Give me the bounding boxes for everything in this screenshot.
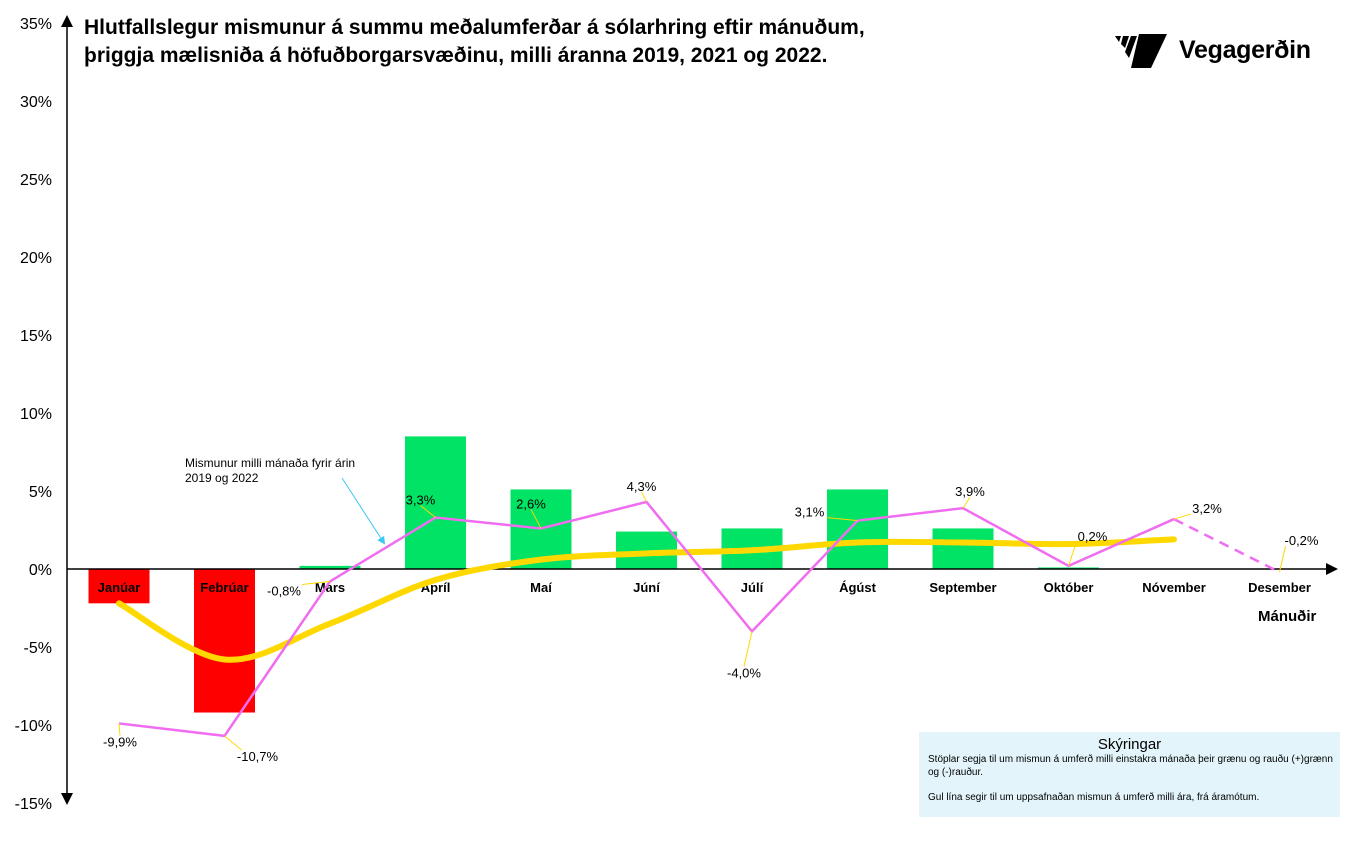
y-tick-label: 10% bbox=[20, 406, 52, 423]
data-label-leader bbox=[530, 509, 542, 529]
y-tick-label: 20% bbox=[20, 250, 52, 267]
x-tick-label: Október bbox=[1044, 580, 1094, 595]
data-label-leader bbox=[962, 496, 971, 509]
x-tick-label: Febrúar bbox=[200, 580, 248, 595]
y-tick-label: 30% bbox=[20, 94, 52, 111]
monthly-difference-line-dashed bbox=[1173, 517, 1281, 574]
vegagerdin-logo: Vegagerðin bbox=[1113, 32, 1311, 68]
data-label-leader bbox=[827, 517, 858, 522]
x-tick-label: Nóvember bbox=[1142, 580, 1206, 595]
bar-Mars bbox=[299, 565, 361, 569]
x-tick-label: Júní bbox=[633, 580, 660, 595]
bar-Febrúar bbox=[194, 569, 255, 713]
data-label: -10,7% bbox=[237, 749, 279, 764]
data-label: 4,3% bbox=[627, 479, 657, 494]
data-label: 3,2% bbox=[1192, 501, 1222, 516]
data-label-leader bbox=[420, 505, 436, 518]
x-tick-label: Maí bbox=[530, 580, 552, 595]
legend-title: Skýringar bbox=[1097, 736, 1162, 753]
x-tick-label: Desember bbox=[1248, 580, 1311, 595]
data-label-leader bbox=[1068, 541, 1077, 567]
data-label: 3,1% bbox=[795, 505, 825, 520]
y-tick-label: -5% bbox=[24, 640, 52, 657]
y-tick-label: 35% bbox=[20, 16, 52, 33]
bar-Janúar bbox=[88, 569, 150, 604]
x-tick-label: Janúar bbox=[98, 580, 141, 595]
data-label-leader bbox=[224, 735, 242, 751]
data-label: 3,3% bbox=[406, 493, 436, 508]
x-tick-label: Ágúst bbox=[839, 580, 877, 595]
chart-title: Hlutfallslegur mismunur á summu meðalumf… bbox=[84, 16, 865, 67]
bar-September bbox=[932, 528, 994, 569]
data-label-leader bbox=[301, 580, 331, 585]
x-axis-label: Mánuðir bbox=[1258, 608, 1317, 625]
y-tick-label: 0% bbox=[29, 562, 52, 579]
x-tick-label: Júlí bbox=[741, 580, 764, 595]
data-label: -0,2% bbox=[1285, 533, 1319, 548]
data-label-leader bbox=[118, 723, 121, 736]
y-tick-label: 15% bbox=[20, 328, 52, 345]
annotation-arrow bbox=[341, 477, 386, 545]
logo-stripes-icon bbox=[1115, 34, 1167, 68]
data-label: 3,9% bbox=[955, 484, 985, 499]
bar-Apríl bbox=[405, 436, 466, 569]
data-label: 0,2% bbox=[1078, 529, 1108, 544]
data-label: -9,9% bbox=[103, 734, 137, 749]
x-tick-label: September bbox=[929, 580, 996, 595]
data-label-leader bbox=[641, 491, 647, 503]
legend-bars-text: Stöplar segja til um mismun á umferð mil… bbox=[928, 754, 1333, 778]
data-label-leader bbox=[1173, 513, 1192, 520]
data-label-leader bbox=[743, 631, 753, 667]
bar-Október bbox=[1038, 567, 1099, 569]
legend-box: Skýringar Stöplar segja til um mismun á … bbox=[919, 732, 1340, 817]
legend-line-text: Gul lína segir til um uppsafnaðan mismun… bbox=[928, 792, 1260, 803]
y-tick-label: 5% bbox=[29, 484, 52, 501]
data-label: -0,8% bbox=[267, 583, 301, 598]
y-tick-label: -10% bbox=[15, 718, 52, 735]
data-label: 2,6% bbox=[516, 496, 546, 511]
bar-Ágúst bbox=[827, 489, 888, 569]
line-annotation: Mismunur milli mánaða fyrir árin 2019 og… bbox=[185, 456, 356, 485]
data-label: -4,0% bbox=[727, 665, 761, 680]
y-tick-label: 25% bbox=[20, 172, 52, 189]
y-tick-label: -15% bbox=[15, 796, 52, 813]
data-label-leader bbox=[1279, 546, 1286, 573]
logo-text: Vegagerðin bbox=[1179, 35, 1311, 64]
